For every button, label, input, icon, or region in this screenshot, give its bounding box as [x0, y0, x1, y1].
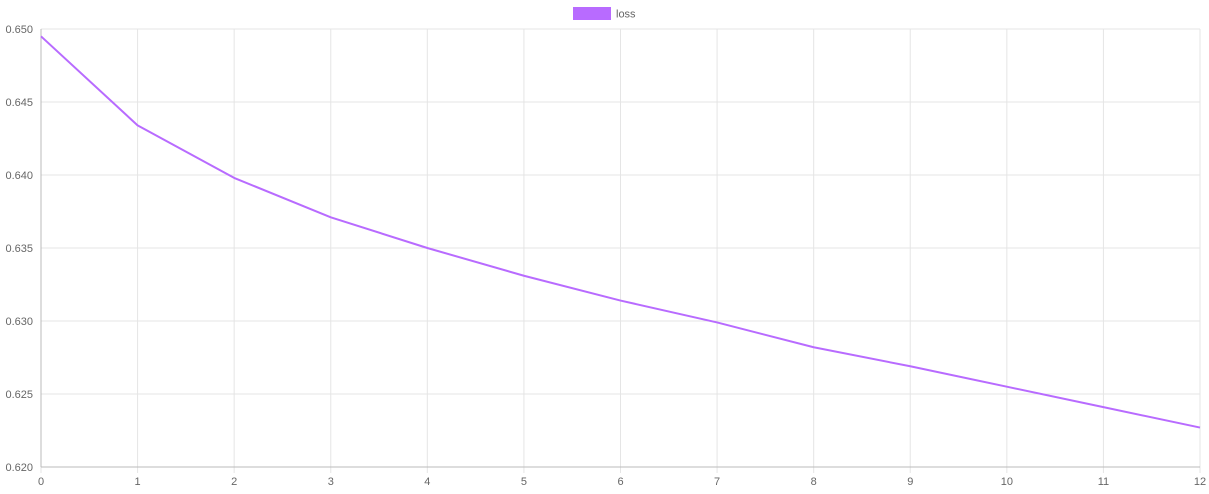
legend-swatch-loss[interactable]: [573, 7, 611, 20]
y-tick-label: 0.645: [5, 97, 33, 109]
x-tick-label: 10: [1001, 476, 1013, 488]
y-tick-label: 0.635: [5, 243, 33, 255]
series: [40, 35, 1201, 429]
legend[interactable]: loss: [573, 7, 636, 21]
x-tick-label: 2: [231, 476, 237, 488]
x-tick-label: 1: [135, 476, 141, 488]
x-tick-label: 0: [38, 476, 44, 488]
x-tick-label: 7: [714, 476, 720, 488]
y-tick-label: 0.630: [5, 316, 33, 328]
grid: [40, 28, 1201, 473]
x-tick-label: 8: [811, 476, 817, 488]
y-tick-label: 0.620: [5, 462, 33, 474]
x-tick-label: 11: [1098, 476, 1109, 488]
y-tick-label: 0.625: [5, 389, 33, 401]
legend-label-loss[interactable]: loss: [616, 9, 636, 21]
x-tick-label: 6: [617, 476, 623, 488]
axes: [40, 29, 1200, 468]
series-line-loss: [40, 35, 1201, 429]
y-tick-label: 0.640: [5, 170, 33, 182]
x-tick-label: 3: [328, 476, 334, 488]
x-tick-label: 12: [1194, 476, 1206, 488]
x-tick-label: 5: [521, 476, 527, 488]
x-tick-label: 9: [907, 476, 913, 488]
x-tick-label: 4: [424, 476, 430, 488]
y-tick-label: 0.650: [5, 24, 33, 36]
